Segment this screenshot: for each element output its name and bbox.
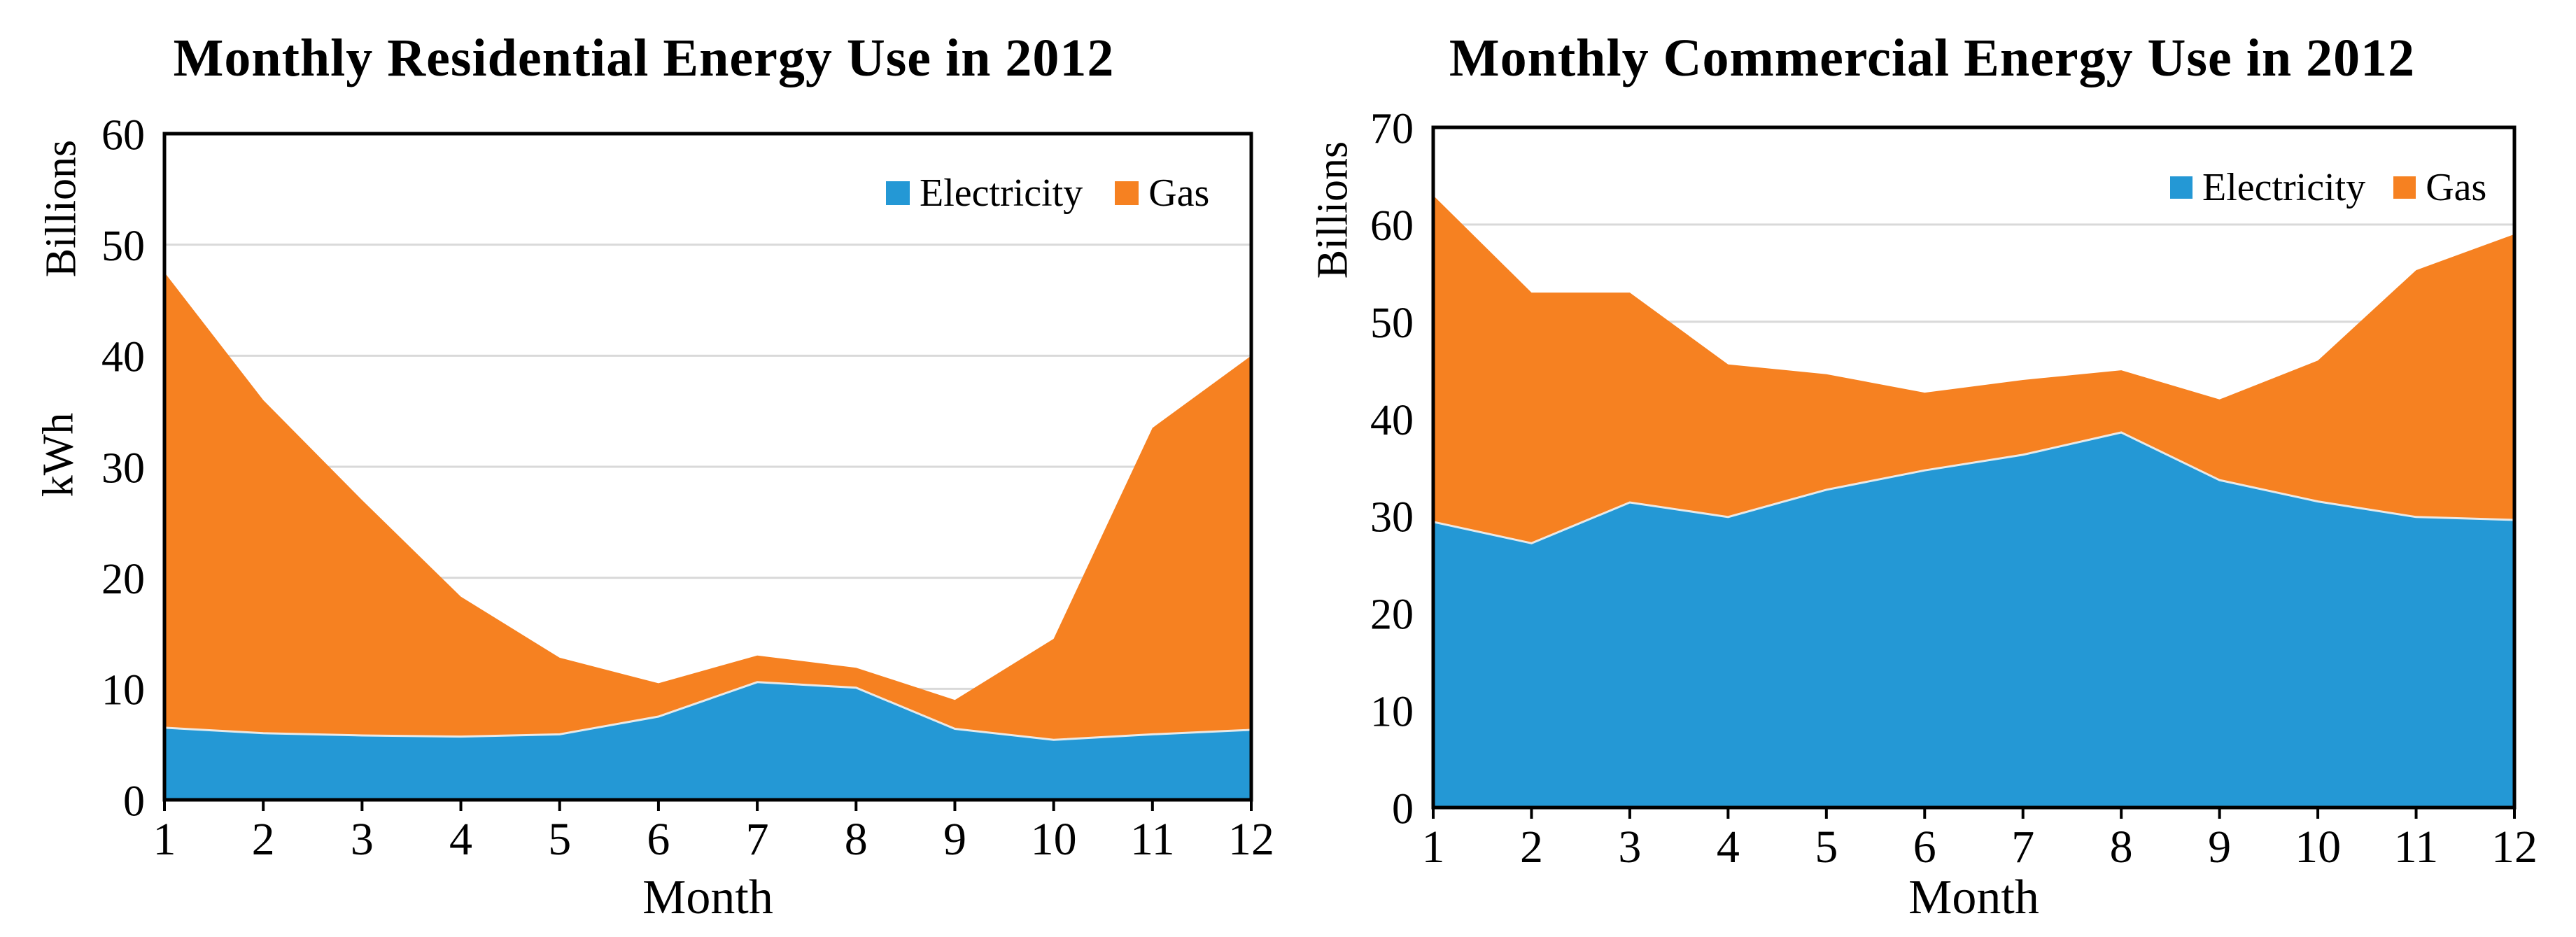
gas-swatch-icon (2393, 176, 2416, 199)
y-tick-label: 30 (1370, 494, 1414, 542)
electricity-area (1433, 432, 2514, 808)
gas-swatch-icon (1115, 181, 1139, 205)
x-tick-label: 9 (2208, 822, 2231, 873)
x-tick-label: 7 (746, 814, 769, 865)
x-tick-label: 12 (1228, 814, 1274, 865)
plot-frame (1431, 125, 2517, 810)
residential-x-axis-title: Month (642, 871, 773, 924)
x-tick-label: 5 (548, 814, 571, 865)
x-tick-label: 8 (845, 814, 868, 865)
y-tick-label: 20 (101, 556, 145, 603)
commercial-y-axis-label-billions: Billions (1309, 141, 1357, 279)
gas-legend-label: Gas (1148, 171, 1210, 215)
x-tick-label: 1 (153, 814, 176, 865)
x-tick-label: 11 (2394, 822, 2439, 873)
electricity-swatch-icon (886, 181, 910, 205)
residential-y-axis-label-billions: Billions (37, 139, 85, 278)
electricity-area (164, 682, 1251, 800)
electricity-legend-label: Electricity (2202, 166, 2366, 209)
commercial-legend: Electricity Gas (2170, 165, 2486, 210)
residential-chart-title: Monthly Residential Energy Use in 2012 (173, 29, 1115, 87)
x-tick-label: 11 (1130, 814, 1175, 865)
x-tick-label: 3 (351, 814, 374, 865)
y-tick-label: 10 (1370, 688, 1414, 735)
series-divider (164, 681, 1252, 741)
x-tick-label: 2 (1520, 822, 1543, 873)
y-tick-label: 0 (1392, 785, 1414, 833)
x-tick-label: 12 (2491, 822, 2538, 873)
plot-frame (162, 132, 1253, 802)
commercial-chart-title: Monthly Commercial Energy Use in 2012 (1449, 29, 2416, 87)
gas-legend-label: Gas (2426, 166, 2487, 209)
y-tick-label: 30 (101, 444, 145, 492)
x-tick-label: 5 (1815, 822, 1838, 873)
x-tick-label: 2 (252, 814, 275, 865)
x-tick-label: 6 (647, 814, 670, 865)
y-tick-label: 50 (1370, 300, 1414, 347)
series-divider (1433, 431, 2515, 544)
commercial-x-axis-title: Month (1908, 871, 2039, 924)
x-tick-label: 6 (1913, 822, 1936, 873)
y-tick-label: 50 (101, 223, 145, 270)
x-tick-label: 7 (2011, 822, 2034, 873)
y-tick-label: 0 (123, 777, 145, 825)
x-tick-label: 9 (943, 814, 966, 865)
y-tick-label: 40 (101, 334, 145, 381)
x-tick-label: 3 (1618, 822, 1641, 873)
y-tick-label: 40 (1370, 397, 1414, 444)
residential-legend: Electricity Gas (886, 171, 1209, 216)
x-tick-label: 4 (449, 814, 472, 865)
x-tick-label: 4 (1717, 822, 1740, 873)
x-tick-label: 10 (1031, 814, 1077, 865)
x-tick-label: 10 (2295, 822, 2341, 873)
y-tick-label: 60 (101, 111, 145, 159)
y-tick-label: 20 (1370, 591, 1414, 639)
residential-y-axis-label-kwh: kWh (34, 412, 83, 498)
x-tick-label: 1 (1422, 822, 1445, 873)
y-tick-label: 60 (1370, 202, 1414, 250)
y-tick-label: 70 (1370, 105, 1414, 153)
electricity-swatch-icon (2170, 176, 2193, 199)
electricity-legend-label: Electricity (920, 171, 1083, 215)
gas-area (164, 272, 1251, 800)
x-tick-label: 8 (2110, 822, 2133, 873)
y-tick-label: 10 (101, 667, 145, 714)
